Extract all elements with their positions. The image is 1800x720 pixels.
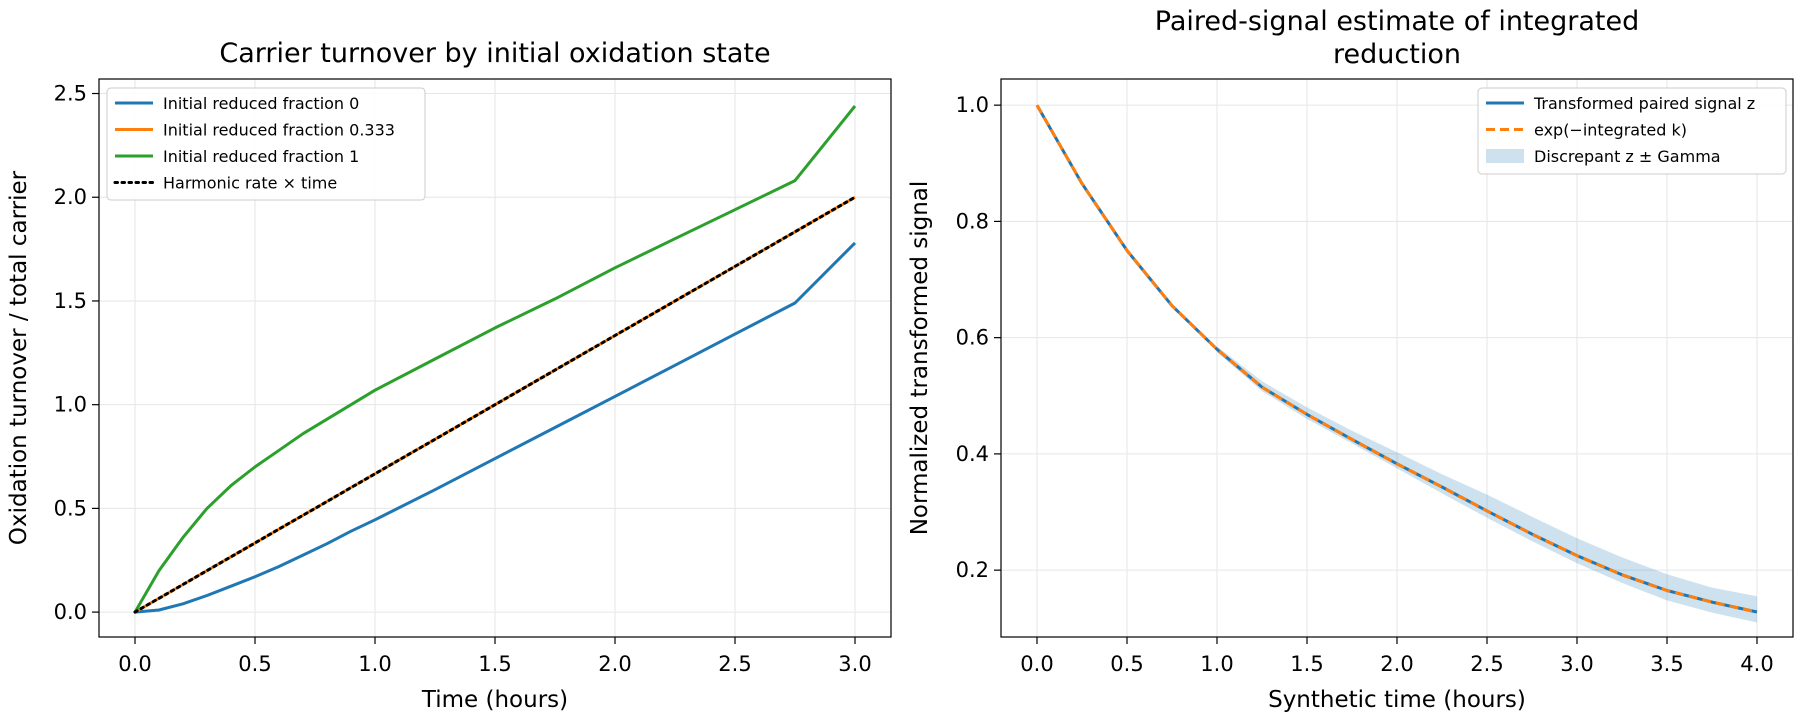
turnover-x-tick-label: 1.5	[478, 652, 511, 676]
paired-signal-x-tick-label: 0.5	[1110, 652, 1143, 676]
paired-signal-band-layer	[1217, 346, 1757, 623]
paired-signal-y-axis-label: Normalized transformed signal	[907, 181, 933, 536]
paired-signal-legend-box	[1477, 87, 1787, 175]
turnover-x-tick-label: 1.0	[358, 652, 391, 676]
legend-label-initial-reduced-fraction-0-333: Initial reduced fraction 0.333	[163, 121, 395, 140]
paired-signal-legend: Transformed paired signal z exp(−integrat…	[1477, 87, 1787, 175]
turnover-x-axis-label: Time (hours)	[421, 687, 568, 713]
series-band-discrepant-z-gamma	[1217, 346, 1757, 623]
turnover-y-tick-label: 1.5	[54, 289, 87, 313]
turnover-x-tick-label: 2.0	[598, 652, 631, 676]
legend-label-transformed-paired-signal-z: Transformed paired signal z	[1533, 94, 1755, 113]
legend-swatch-discrepant-z-gamma	[1486, 149, 1524, 163]
paired-signal-y-tick-label: 1.0	[956, 93, 989, 117]
legend-label-initial-reduced-fraction-0: Initial reduced fraction 0	[163, 94, 359, 113]
paired-signal-ticks: 0.0 0.5 1.0 1.5 2.0 2.5 3.0 3.5 4.0 0.2 0.4 0.6 0.8 1…	[956, 93, 1774, 676]
turnover-x-tick-label: 0.0	[118, 652, 151, 676]
paired-signal-x-tick-label: 4.0	[1740, 652, 1773, 676]
legend-label-harmonic-rate-time: Harmonic rate × time	[163, 174, 337, 193]
turnover-legend: Initial reduced fraction 0 Initial reduce…	[106, 87, 426, 201]
turnover-x-tick-label: 0.5	[238, 652, 271, 676]
paired-signal-chart-title-line-1: Paired-signal estimate of integrated	[1155, 6, 1640, 37]
turnover-ticks: 0.0 0.5 1.0 1.5 2.0 2.5 3.0 0.0 0.5 1.0 1.5 2.0 2.5	[54, 82, 872, 676]
paired-signal-x-tick-label: 0.0	[1020, 652, 1053, 676]
paired-signal-x-axis-label: Synthetic time (hours)	[1268, 687, 1526, 713]
paired-signal-x-tick-label: 2.0	[1380, 652, 1413, 676]
paired-signal-chart: 0.0 0.5 1.0 1.5 2.0 2.5 3.0 3.5 4.0 0.2 0.4 0.6 0.8 1…	[907, 6, 1794, 713]
legend-label-discrepant-z-gamma: Discrepant z ± Gamma	[1534, 147, 1721, 166]
turnover-y-tick-label: 2.0	[54, 185, 87, 209]
turnover-lines	[133, 105, 857, 614]
legend-label-exp-integrated-k: exp(−integrated k)	[1534, 121, 1687, 140]
turnover-y-tick-label: 0.0	[54, 600, 87, 624]
paired-signal-chart-title-line-2: reduction	[1333, 39, 1461, 70]
paired-signal-x-tick-label: 1.5	[1290, 652, 1323, 676]
turnover-y-tick-label: 2.5	[54, 82, 87, 106]
turnover-legend-box	[106, 87, 426, 201]
turnover-x-tick-label: 2.5	[718, 652, 751, 676]
turnover-chart-title: Carrier turnover by initial oxidation st…	[219, 38, 770, 69]
paired-signal-y-tick-label: 0.6	[956, 326, 989, 350]
paired-signal-y-tick-label: 0.4	[956, 442, 989, 466]
paired-signal-x-tick-label: 1.0	[1200, 652, 1233, 676]
turnover-y-tick-label: 0.5	[54, 496, 87, 520]
paired-signal-y-tick-label: 0.8	[956, 209, 989, 233]
paired-signal-x-tick-label: 2.5	[1470, 652, 1503, 676]
paired-signal-x-tick-label: 3.5	[1650, 652, 1683, 676]
series-line-exp-integrated-k	[1035, 104, 1758, 614]
paired-signal-y-tick-label: 0.2	[956, 558, 989, 582]
turnover-y-tick-label: 1.0	[54, 393, 87, 417]
turnover-y-axis-label: Oxidation turnover / total carrier	[6, 170, 32, 545]
series-line-initial-reduced-fraction-1	[133, 105, 857, 613]
series-line-harmonic-rate-time	[133, 195, 857, 614]
turnover-x-tick-label: 3.0	[838, 652, 871, 676]
paired-signal-lines	[1035, 104, 1758, 614]
legend-label-initial-reduced-fraction-1: Initial reduced fraction 1	[163, 147, 359, 166]
turnover-chart: 0.0 0.5 1.0 1.5 2.0 2.5 3.00.00.51.01.52.02.5 …	[6, 38, 892, 713]
paired-signal-x-tick-label: 3.0	[1560, 652, 1593, 676]
series-line-initial-reduced-fraction-0	[134, 241, 857, 614]
